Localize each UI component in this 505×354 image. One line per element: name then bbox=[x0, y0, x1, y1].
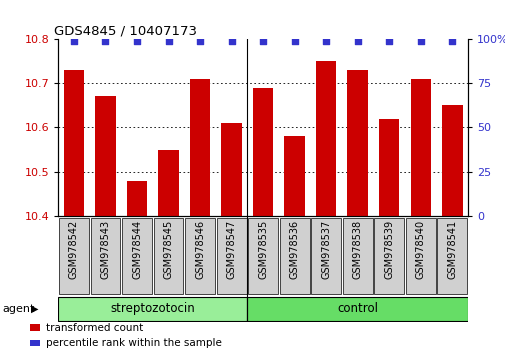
FancyBboxPatch shape bbox=[374, 217, 403, 294]
FancyBboxPatch shape bbox=[247, 297, 467, 321]
Text: control: control bbox=[336, 302, 377, 315]
Point bbox=[227, 38, 235, 44]
Bar bbox=[315, 61, 336, 216]
Text: GSM978538: GSM978538 bbox=[352, 220, 362, 279]
Text: transformed count: transformed count bbox=[45, 322, 143, 332]
Text: GSM978540: GSM978540 bbox=[415, 220, 425, 279]
Text: agent: agent bbox=[3, 304, 35, 314]
FancyBboxPatch shape bbox=[247, 217, 278, 294]
Point bbox=[447, 38, 456, 44]
Text: GSM978535: GSM978535 bbox=[258, 220, 268, 279]
Point bbox=[259, 38, 267, 44]
Bar bbox=[64, 70, 84, 216]
Bar bbox=[441, 105, 462, 216]
Bar bbox=[127, 181, 147, 216]
Text: ▶: ▶ bbox=[31, 304, 39, 314]
FancyBboxPatch shape bbox=[90, 217, 120, 294]
Point bbox=[133, 38, 141, 44]
Point bbox=[195, 38, 204, 44]
Text: GSM978544: GSM978544 bbox=[132, 220, 142, 279]
Text: streptozotocin: streptozotocin bbox=[110, 302, 195, 315]
FancyBboxPatch shape bbox=[58, 297, 247, 321]
Point bbox=[164, 38, 172, 44]
Point bbox=[70, 38, 78, 44]
FancyBboxPatch shape bbox=[311, 217, 340, 294]
Point bbox=[290, 38, 298, 44]
FancyBboxPatch shape bbox=[59, 217, 89, 294]
Point bbox=[416, 38, 424, 44]
Text: GSM978536: GSM978536 bbox=[289, 220, 299, 279]
FancyBboxPatch shape bbox=[154, 217, 183, 294]
Text: GSM978543: GSM978543 bbox=[100, 220, 110, 279]
Text: GSM978537: GSM978537 bbox=[321, 220, 330, 279]
Bar bbox=[30, 324, 40, 331]
Point bbox=[101, 38, 109, 44]
FancyBboxPatch shape bbox=[342, 217, 372, 294]
Text: GSM978547: GSM978547 bbox=[226, 220, 236, 279]
Point bbox=[384, 38, 392, 44]
Text: GSM978542: GSM978542 bbox=[69, 220, 79, 279]
Text: GSM978539: GSM978539 bbox=[383, 220, 393, 279]
Text: GSM978541: GSM978541 bbox=[446, 220, 457, 279]
FancyBboxPatch shape bbox=[405, 217, 435, 294]
Point bbox=[353, 38, 361, 44]
Bar bbox=[284, 136, 305, 216]
Text: GDS4845 / 10407173: GDS4845 / 10407173 bbox=[54, 25, 197, 38]
FancyBboxPatch shape bbox=[216, 217, 246, 294]
Text: GSM978546: GSM978546 bbox=[195, 220, 205, 279]
Bar bbox=[252, 88, 273, 216]
Text: percentile rank within the sample: percentile rank within the sample bbox=[45, 338, 221, 348]
Bar bbox=[221, 123, 241, 216]
Bar bbox=[378, 119, 398, 216]
FancyBboxPatch shape bbox=[279, 217, 309, 294]
FancyBboxPatch shape bbox=[436, 217, 466, 294]
Bar bbox=[158, 149, 178, 216]
FancyBboxPatch shape bbox=[122, 217, 152, 294]
FancyBboxPatch shape bbox=[185, 217, 215, 294]
Bar bbox=[347, 70, 367, 216]
Bar bbox=[189, 79, 210, 216]
Text: GSM978545: GSM978545 bbox=[163, 220, 173, 279]
Bar bbox=[95, 96, 116, 216]
Bar bbox=[30, 339, 40, 346]
Bar bbox=[410, 79, 430, 216]
Point bbox=[322, 38, 330, 44]
